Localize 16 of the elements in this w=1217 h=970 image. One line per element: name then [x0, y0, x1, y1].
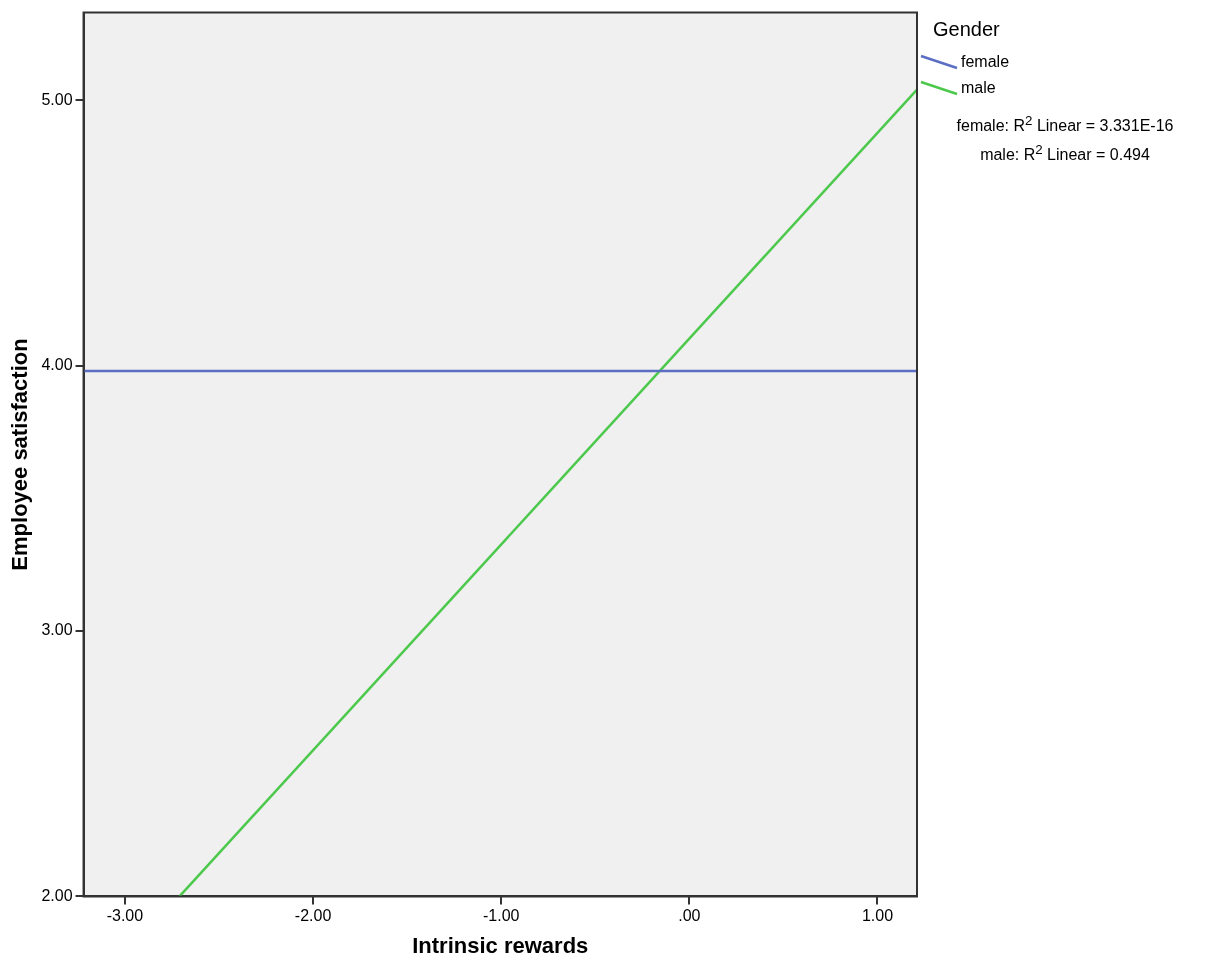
- x-axis-title: Intrinsic rewards: [412, 932, 589, 958]
- x-tick-label: -3.00: [106, 907, 144, 925]
- text: female: R$^{2}$ Linear = 3.331E-16: [955, 112, 1175, 137]
- y-tick-label: 5.00: [41, 90, 73, 108]
- legend-title: Gender: [933, 18, 1001, 41]
- legend-label: female: [961, 53, 1010, 71]
- x-tick-label: -1.00: [482, 907, 520, 925]
- y-tick-label: 4.00: [41, 356, 73, 373]
- x-tick-label: -2.00: [294, 907, 332, 925]
- y-axis-title: Employee satisfaction: [7, 338, 33, 571]
- x-tick-label: .00: [678, 907, 701, 925]
- y-tick-label: 3.00: [41, 621, 73, 639]
- text: male: R$^{2}$ Linear = 0.494: [979, 141, 1151, 166]
- legend-label: male: [961, 79, 996, 97]
- y-tick-label: 2.00: [41, 886, 73, 904]
- x-tick-label: 1.00: [861, 907, 894, 925]
